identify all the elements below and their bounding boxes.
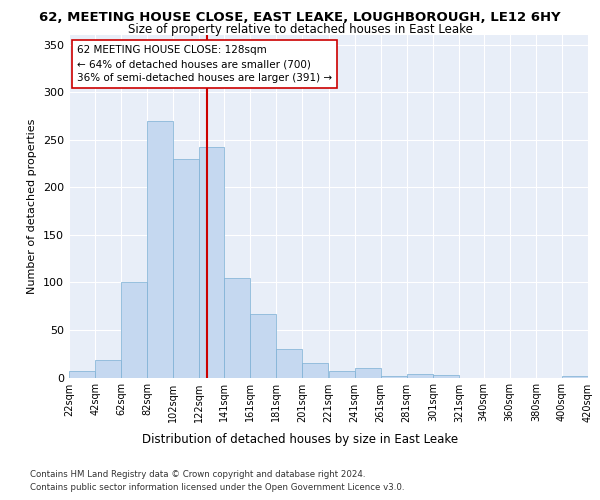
Bar (147, 120, 173, 378)
Bar (95, 360, 121, 378)
Text: Distribution of detached houses by size in East Leake: Distribution of detached houses by size … (142, 432, 458, 446)
Bar (224, 278, 250, 378)
Text: Contains public sector information licensed under the Open Government Licence v3: Contains public sector information licen… (30, 482, 404, 492)
Y-axis label: Number of detached properties: Number of detached properties (28, 118, 37, 294)
Bar (173, 158, 199, 378)
Bar (355, 368, 380, 378)
Bar (380, 376, 407, 378)
Text: Contains HM Land Registry data © Crown copyright and database right 2024.: Contains HM Land Registry data © Crown c… (30, 470, 365, 479)
Bar (277, 349, 302, 378)
Text: 62, MEETING HOUSE CLOSE, EAST LEAKE, LOUGHBOROUGH, LE12 6HY: 62, MEETING HOUSE CLOSE, EAST LEAKE, LOU… (39, 11, 561, 24)
Text: 62 MEETING HOUSE CLOSE: 128sqm
← 64% of detached houses are smaller (700)
36% of: 62 MEETING HOUSE CLOSE: 128sqm ← 64% of … (77, 46, 332, 84)
Bar (562, 376, 588, 378)
Bar (329, 371, 355, 378)
Bar (69, 371, 95, 378)
Text: Size of property relative to detached houses in East Leake: Size of property relative to detached ho… (128, 22, 472, 36)
Bar (121, 282, 147, 378)
Bar (433, 374, 459, 378)
Bar (199, 148, 224, 378)
Bar (250, 314, 277, 378)
Bar (302, 363, 329, 378)
Bar (407, 374, 433, 378)
